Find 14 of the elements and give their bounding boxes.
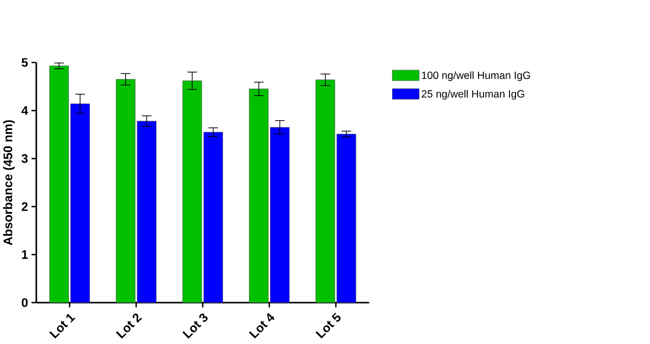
x-tick-label: Lot 5 (316, 312, 341, 339)
legend-label: 25 ng/well Human IgG (422, 90, 524, 100)
y-tick-label: 5 (22, 58, 28, 67)
y-axis-title: Absorbance (450 nm) (3, 120, 15, 246)
y-tick-label: 4 (21, 106, 28, 115)
y-tick-label: 3 (22, 154, 28, 164)
y-tick-label: 0 (22, 298, 28, 308)
y-tick-label: 2 (22, 202, 28, 212)
x-tick-label: Lot 1 (49, 314, 76, 339)
x-tick-label: Lot 2 (116, 314, 142, 339)
x-tick-label: Lot 3 (182, 314, 208, 339)
x-tick-label: Lot 4 (248, 313, 274, 339)
legend-label: 100 ng/well Human IgG (422, 71, 530, 82)
y-tick-label: 1 (22, 250, 28, 259)
